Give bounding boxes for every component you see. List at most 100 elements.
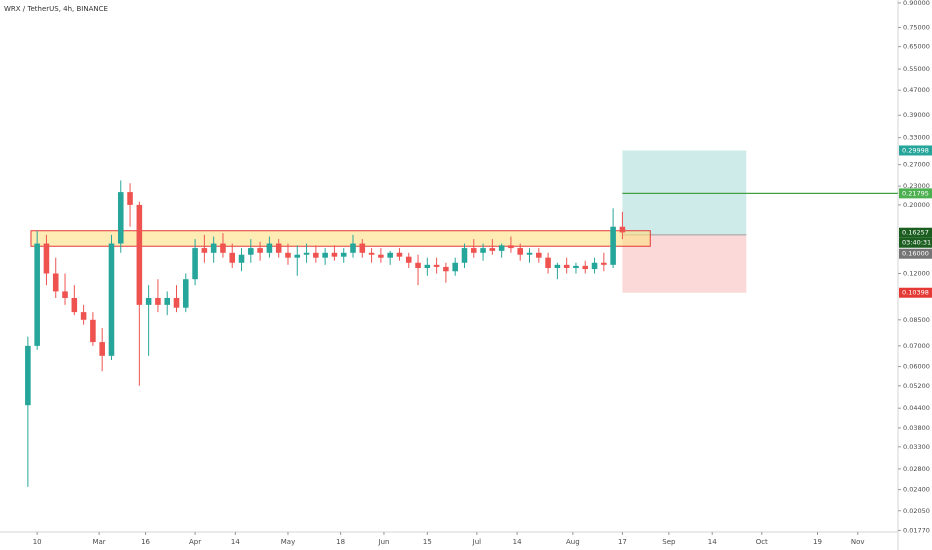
countdown: 03:40:31 xyxy=(902,239,931,247)
candle-body xyxy=(43,243,50,274)
level-badge xyxy=(899,188,932,199)
x-tick-label: Sep xyxy=(662,538,676,546)
candle-body xyxy=(350,243,356,253)
x-tick-label: Mar xyxy=(92,538,105,546)
x-tick-label: Nov xyxy=(851,538,865,546)
y-tick-label: 0.04400 xyxy=(903,404,930,412)
y-tick-label: 0.75000 xyxy=(903,23,930,31)
candle-body xyxy=(99,342,105,356)
candle-body xyxy=(331,252,338,257)
y-tick-label: 0.90000 xyxy=(903,0,930,7)
y-tick-label: 0.02800 xyxy=(903,465,930,473)
x-tick-label: 19 xyxy=(813,538,822,546)
candle-body xyxy=(34,243,40,346)
candle-body xyxy=(108,243,115,356)
y-tick-label: 0.02400 xyxy=(903,486,930,494)
candle-body xyxy=(433,264,440,267)
y-tick-label: 0.55000 xyxy=(903,65,930,73)
candle-body xyxy=(545,257,551,269)
last-price-badge xyxy=(899,227,932,238)
candle-body xyxy=(563,264,570,269)
candle-body xyxy=(52,273,59,292)
y-tick-label: 0.03300 xyxy=(903,443,930,451)
candle-body xyxy=(591,262,598,270)
candle-body xyxy=(90,319,96,343)
y-tick-label: 0.39000 xyxy=(903,111,930,119)
candle-body xyxy=(117,192,124,244)
candle-body xyxy=(582,265,589,270)
candle-body xyxy=(359,243,366,253)
x-tick-label: 14 xyxy=(513,538,522,546)
target-label: 0.29998 xyxy=(902,146,929,154)
candle-body xyxy=(461,248,468,263)
candle-body xyxy=(229,252,236,263)
x-tick-label: 16 xyxy=(141,538,150,546)
candle-body xyxy=(536,252,542,258)
candle-body xyxy=(452,262,458,272)
candle-body xyxy=(322,252,328,258)
x-tick-label: Apr xyxy=(189,538,201,546)
x-tick-label: 15 xyxy=(423,538,432,546)
candle-body xyxy=(201,248,208,253)
stop-badge xyxy=(899,287,932,298)
candle-body xyxy=(619,226,626,233)
candle-body xyxy=(601,262,607,265)
x-tick-label: 14 xyxy=(231,538,240,546)
y-tick-label: 0.65000 xyxy=(903,43,930,51)
candle-body xyxy=(220,243,226,253)
candle-body xyxy=(71,297,78,313)
candle-body xyxy=(173,297,180,308)
candle-body xyxy=(517,248,524,255)
candle-body xyxy=(498,245,505,251)
candle-body xyxy=(387,252,393,258)
y-tick-label: 0.06000 xyxy=(903,363,930,371)
countdown-badge xyxy=(899,237,932,248)
support-zone xyxy=(30,230,651,247)
entry-label: 0.16000 xyxy=(902,250,929,258)
candle-body xyxy=(378,254,384,258)
x-tick-label: 18 xyxy=(336,538,345,546)
candle-body xyxy=(285,252,291,258)
candle-body xyxy=(136,204,143,305)
candle-body xyxy=(127,192,133,205)
candle-body xyxy=(610,226,616,265)
x-tick-label: May xyxy=(281,538,295,546)
x-tick-label: Jun xyxy=(378,538,390,546)
candle-body xyxy=(470,248,477,253)
candle-body xyxy=(415,262,421,269)
candle-body xyxy=(164,297,171,305)
candle-body xyxy=(210,243,217,253)
candle-body xyxy=(257,248,263,253)
axes: 0.90000 0.75000 0.65000 0.55000 0.47000 0.390… xyxy=(33,0,932,546)
candle-body xyxy=(266,243,273,253)
candle-body xyxy=(313,252,319,258)
candle-body xyxy=(508,245,514,249)
candle-body xyxy=(443,266,449,272)
entry-badge xyxy=(899,248,932,259)
candle-body xyxy=(248,248,254,255)
y-tick-label: 0.08500 xyxy=(903,316,930,324)
y-tick-label: 0.05200 xyxy=(903,382,930,390)
candle-body xyxy=(340,252,347,257)
x-tick-label: Oct xyxy=(756,538,768,546)
candle-body xyxy=(155,297,161,305)
plot-area xyxy=(25,150,898,487)
y-tick-label: 0.33000 xyxy=(903,134,930,142)
candle-body xyxy=(192,248,198,280)
y-tick-label: 0.07000 xyxy=(903,342,930,350)
last-price-label: 0.16257 xyxy=(902,229,929,237)
level-label: 0.21795 xyxy=(902,189,929,197)
candle-body xyxy=(396,252,403,257)
x-tick-label: Aug xyxy=(566,538,580,546)
candle-body xyxy=(526,252,533,255)
x-tick-label: Jul xyxy=(472,538,482,546)
candle-body xyxy=(25,345,31,406)
y-tick-label: 0.23000 xyxy=(903,182,930,190)
candle-body xyxy=(554,264,561,269)
candle-body xyxy=(238,254,245,263)
candle-body xyxy=(275,243,282,253)
y-tick-label: 0.27000 xyxy=(903,161,930,169)
candle-body xyxy=(424,264,431,269)
